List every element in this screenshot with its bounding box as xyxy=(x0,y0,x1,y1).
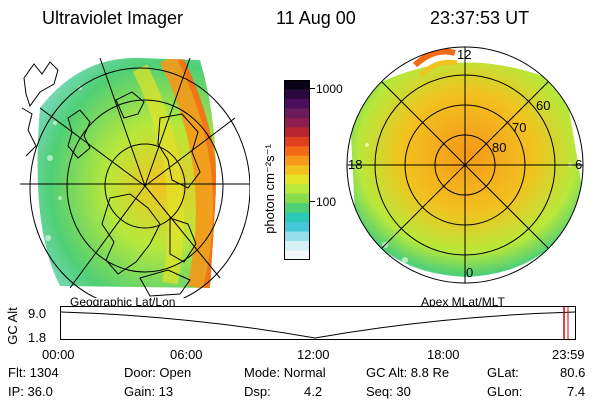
geographic-image xyxy=(20,57,250,298)
info-glat: GLat: xyxy=(487,365,519,380)
timeline-xtick-2359: 23:59 xyxy=(552,347,585,362)
mlt-label-12: 12 xyxy=(457,47,472,62)
colorbar-segment xyxy=(284,89,310,100)
info-ip: IP: 36.0 xyxy=(8,384,53,399)
geographic-caption: Geographic Lat/Lon xyxy=(70,295,176,309)
colorbar-tick-1000-mark xyxy=(310,88,315,89)
colorbar-segment xyxy=(284,212,310,223)
colorbar-segment xyxy=(284,136,310,147)
mlat-label-60: 60 xyxy=(536,98,551,113)
mlat-label-80: 80 xyxy=(492,140,507,155)
colorbar-segment xyxy=(284,250,310,260)
info-seq: Seq: 30 xyxy=(366,384,411,399)
colorbar-segment xyxy=(284,127,310,138)
colorbar-tick-1000: 1000 xyxy=(316,82,343,96)
info-gcalt: GC Alt: 8.8 Re xyxy=(366,365,450,380)
info-glat-value: 80.6 xyxy=(560,365,586,380)
mlt-label-6: 6 xyxy=(575,157,583,172)
colorbar-unit-label: photon cm⁻²s⁻¹ xyxy=(262,144,277,234)
colorbar-segment xyxy=(284,203,310,214)
timeline-xtick-0600: 06:00 xyxy=(170,347,203,362)
colorbar-segment xyxy=(284,231,310,242)
timeline-plot xyxy=(60,306,576,340)
info-door: Door: Open xyxy=(124,365,192,380)
colorbar-segment xyxy=(284,165,310,176)
colorbar-segment xyxy=(284,98,310,110)
info-mode: Mode: Normal xyxy=(244,365,326,380)
mlt-label-0: 0 xyxy=(466,265,474,280)
timeline-xtick-1800: 18:00 xyxy=(427,347,460,362)
colorbar-segment xyxy=(284,146,310,157)
colorbar-segment xyxy=(284,222,310,233)
colorbar xyxy=(284,80,310,260)
mlt-label-18: 18 xyxy=(348,157,363,172)
time-label: 23:37:53 UT xyxy=(430,8,530,28)
date-label: 11 Aug 00 xyxy=(276,8,356,28)
info-glon-value: 7.4 xyxy=(567,384,586,399)
timeline-xtick-1200: 12:00 xyxy=(297,347,330,362)
mlat-label-70: 70 xyxy=(512,120,527,135)
colorbar-segment xyxy=(284,80,310,91)
colorbar-tick-100: 100 xyxy=(316,195,337,209)
info-dsp-value: 4.2 xyxy=(304,384,323,399)
colorbar-segment xyxy=(284,184,310,195)
info-glon: GLon: xyxy=(487,384,523,399)
timeline-ytick-9: 9.0 xyxy=(28,306,47,321)
polar-image xyxy=(346,46,584,284)
instrument-title: Ultraviolet Imager xyxy=(42,8,184,28)
colorbar-tick-100-mark xyxy=(310,201,315,202)
colorbar-segment xyxy=(284,117,310,128)
info-dsp: Dsp: xyxy=(244,384,271,399)
colorbar-segment xyxy=(284,174,310,185)
colorbar-segment xyxy=(284,155,310,166)
apex-caption: Apex MLat/MLT xyxy=(421,295,505,309)
info-gain: Gain: 13 xyxy=(124,384,174,399)
timeline-xtick-0000: 00:00 xyxy=(42,347,75,362)
info-flt: Flt: 1304 xyxy=(8,365,59,380)
timeline-ylabel: GC Alt xyxy=(5,307,20,345)
colorbar-segment xyxy=(284,193,310,204)
colorbar-segment xyxy=(284,241,310,252)
colorbar-segment xyxy=(284,108,310,119)
timeline-ytick-1.8: 1.8 xyxy=(28,330,47,345)
